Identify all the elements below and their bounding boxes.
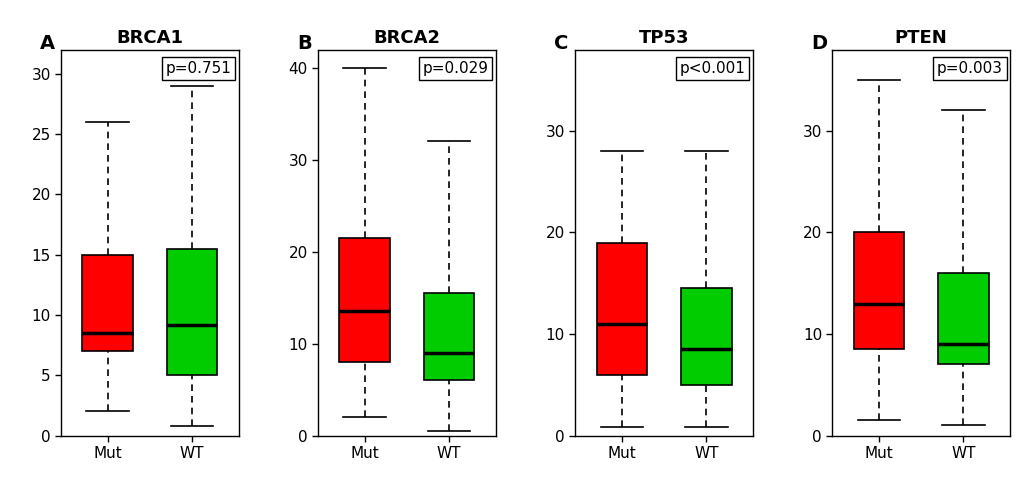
Title: PTEN: PTEN bbox=[894, 29, 947, 47]
Text: B: B bbox=[297, 34, 312, 53]
Bar bbox=[681, 288, 731, 385]
Text: p=0.003: p=0.003 bbox=[935, 61, 1002, 76]
Text: p=0.751: p=0.751 bbox=[165, 61, 231, 76]
Title: BRCA2: BRCA2 bbox=[373, 29, 440, 47]
Bar bbox=[166, 248, 217, 375]
Text: p=0.029: p=0.029 bbox=[422, 61, 488, 76]
Bar bbox=[937, 273, 987, 364]
Text: C: C bbox=[553, 34, 568, 53]
Bar bbox=[339, 238, 389, 362]
Text: p<0.001: p<0.001 bbox=[679, 61, 745, 76]
Bar bbox=[83, 254, 132, 351]
Bar bbox=[853, 232, 904, 349]
Title: BRCA1: BRCA1 bbox=[116, 29, 183, 47]
Title: TP53: TP53 bbox=[638, 29, 689, 47]
Bar bbox=[596, 243, 646, 375]
Bar bbox=[424, 293, 474, 381]
Text: A: A bbox=[40, 34, 55, 53]
Text: D: D bbox=[810, 34, 826, 53]
